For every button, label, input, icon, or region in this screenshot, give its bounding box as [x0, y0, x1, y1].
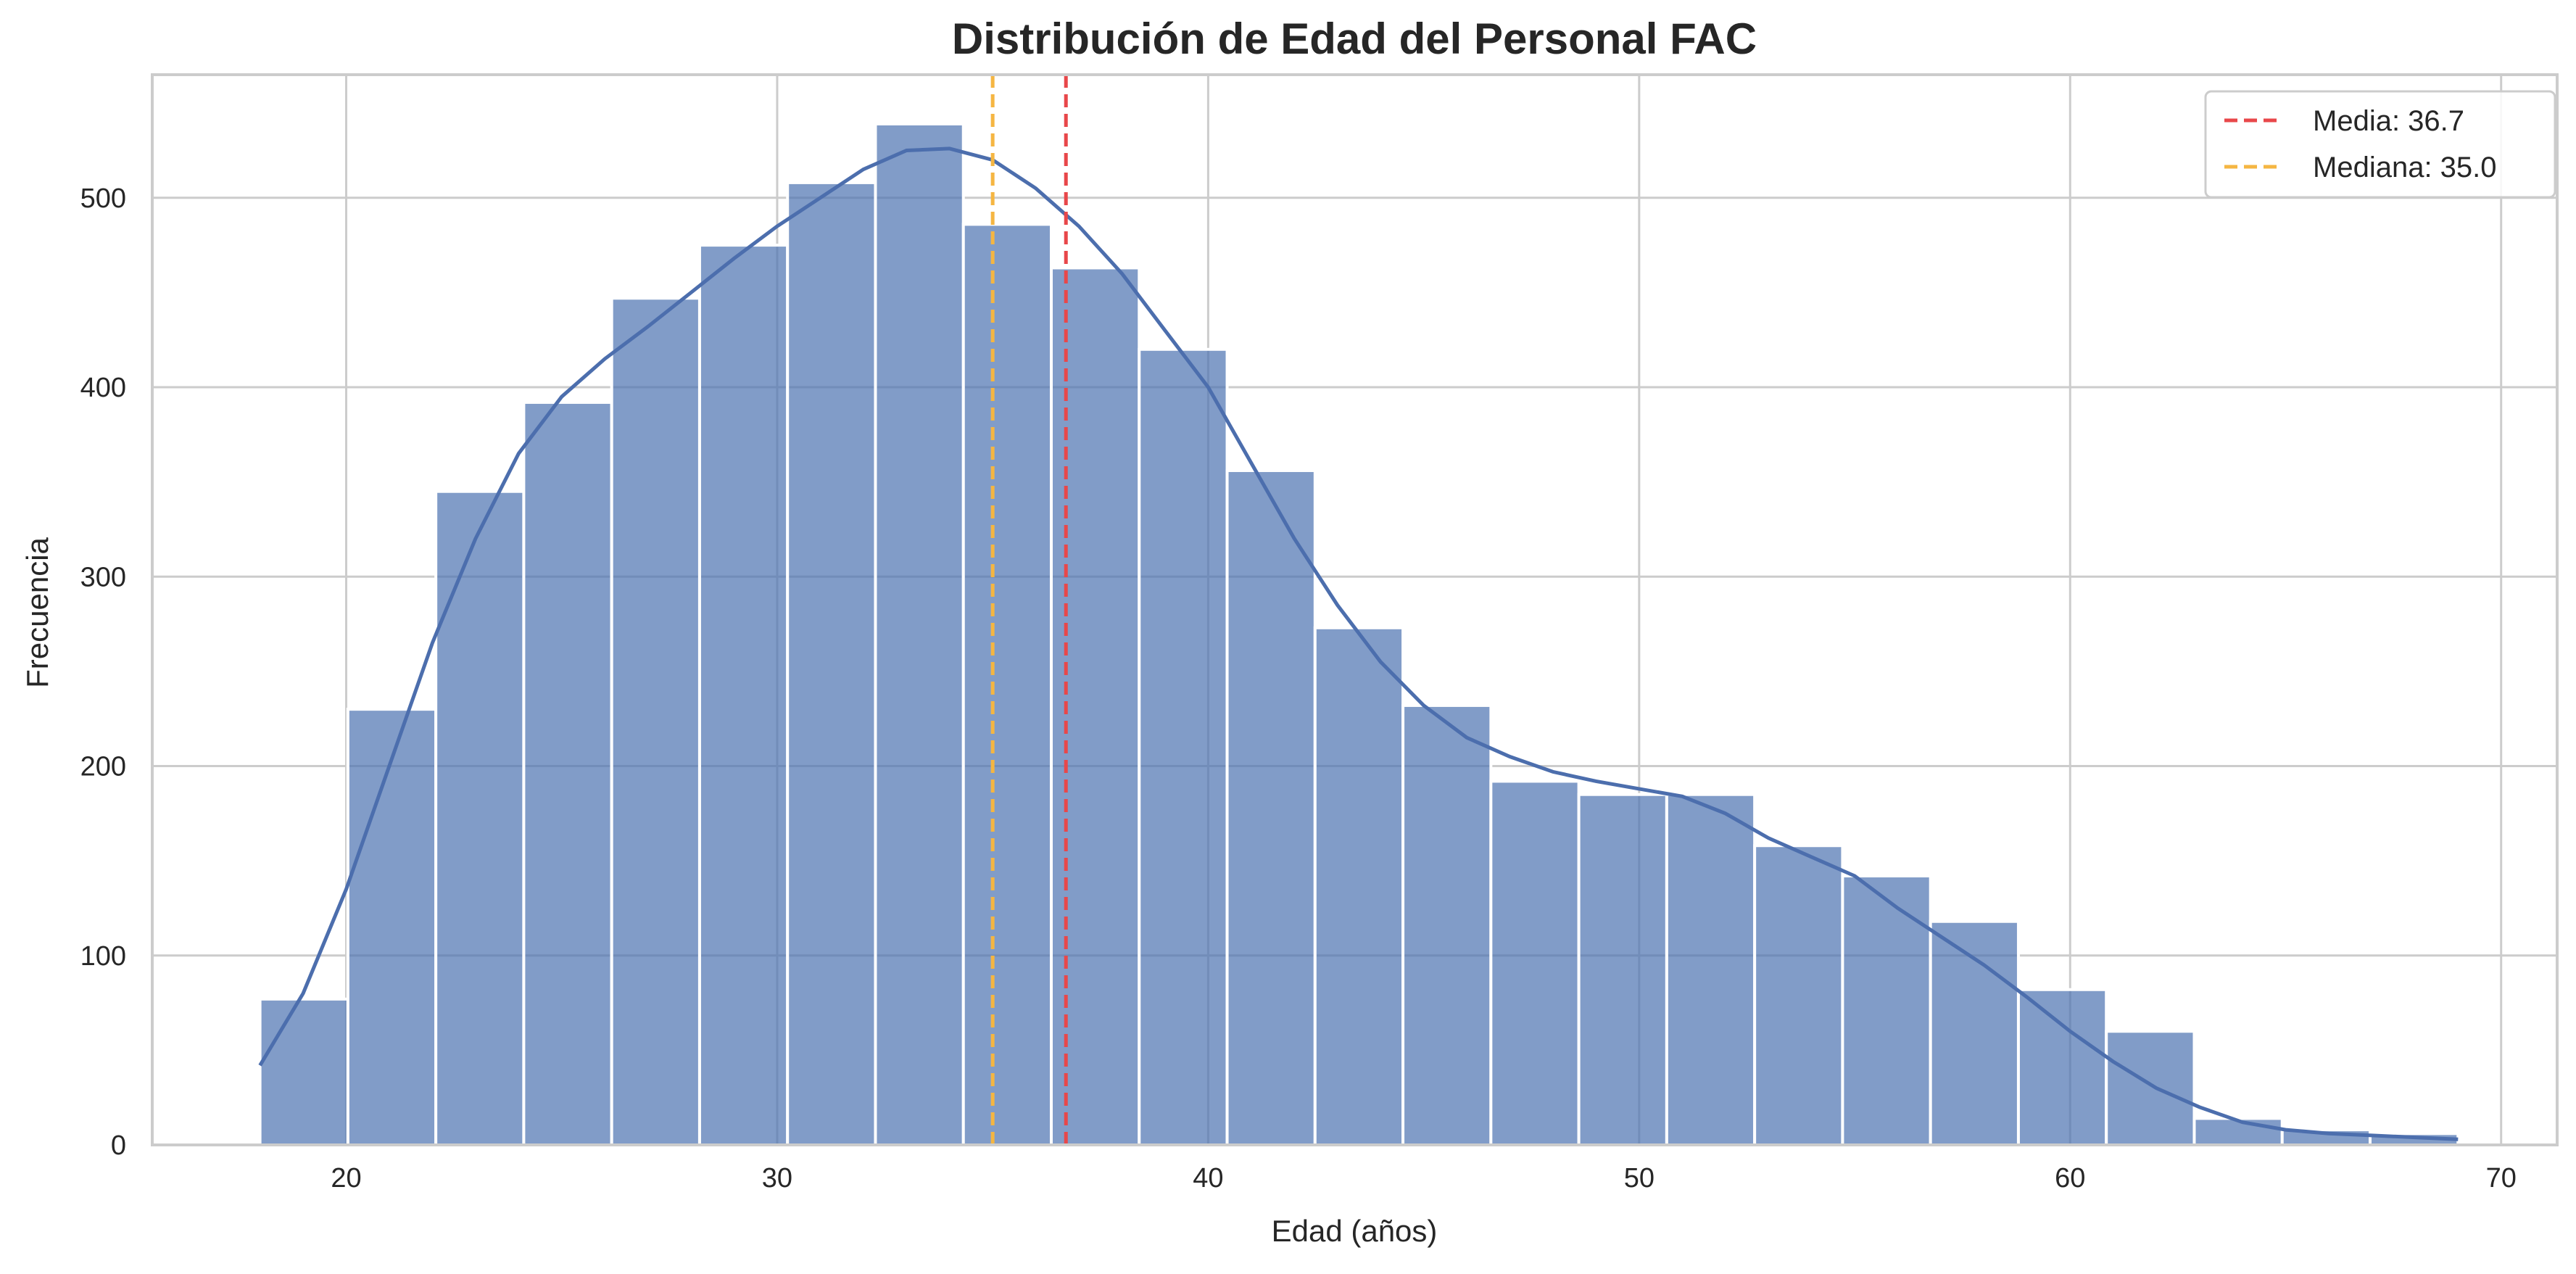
legend-label-mediana: Mediana: 35.0 — [2313, 152, 2497, 183]
x-tick-label: 50 — [1624, 1163, 1654, 1194]
histogram-bar — [1841, 874, 1932, 1146]
kde-curve — [258, 146, 2459, 1141]
histogram-bar — [2016, 988, 2108, 1146]
histogram-bar — [2105, 1030, 2196, 1146]
x-tick-label: 30 — [762, 1163, 792, 1194]
histogram-bar — [961, 223, 1053, 1146]
histogram-bar — [1225, 468, 1317, 1146]
y-tick-label: 400 — [80, 373, 126, 403]
histogram-bars — [258, 122, 2460, 1147]
legend-box — [2204, 90, 2556, 199]
histogram-bar — [258, 997, 349, 1147]
x-axis-label: Edad (años) — [1272, 1214, 1438, 1248]
histogram-bar — [610, 297, 701, 1146]
histogram-bar — [522, 400, 613, 1146]
y-tick-label: 300 — [80, 562, 126, 592]
histogram-bar — [434, 489, 526, 1146]
histogram-bar — [874, 122, 965, 1146]
x-axis-ticks: 20 30 40 50 60 70 — [331, 1163, 2517, 1194]
histogram-bar — [1138, 347, 1229, 1146]
x-tick-label: 60 — [2055, 1163, 2085, 1194]
y-tick-label: 500 — [80, 183, 126, 214]
x-tick-label: 70 — [2486, 1163, 2517, 1194]
x-tick-label: 20 — [331, 1163, 361, 1194]
reference-lines — [990, 75, 1068, 1145]
y-tick-label: 0 — [111, 1130, 126, 1161]
histogram-bar — [697, 244, 790, 1147]
histogram-bar — [1489, 779, 1581, 1147]
legend-label-media: Media: 36.7 — [2313, 105, 2464, 137]
histogram-bar — [1665, 793, 1757, 1147]
y-tick-label: 100 — [80, 941, 126, 972]
plot-frame — [151, 73, 2559, 1146]
y-axis-label: Frecuencia — [20, 537, 54, 687]
histogram-bar — [1401, 703, 1493, 1146]
x-tick-label: 40 — [1193, 1163, 1223, 1194]
histogram-bar — [346, 708, 438, 1146]
histogram-bar — [786, 181, 877, 1146]
histogram-bar — [1577, 793, 1668, 1147]
histogram-bar — [1313, 626, 1405, 1146]
chart-title: Distribución de Edad del Personal FAC — [952, 15, 1757, 63]
histogram-bar — [1753, 844, 1844, 1146]
y-tick-label: 200 — [80, 752, 126, 782]
y-axis-ticks: 0 100 200 300 400 500 — [80, 183, 126, 1161]
histogram-bar — [1929, 919, 2020, 1146]
legend: Media: 36.7 Mediana: 35.0 — [2204, 90, 2556, 199]
